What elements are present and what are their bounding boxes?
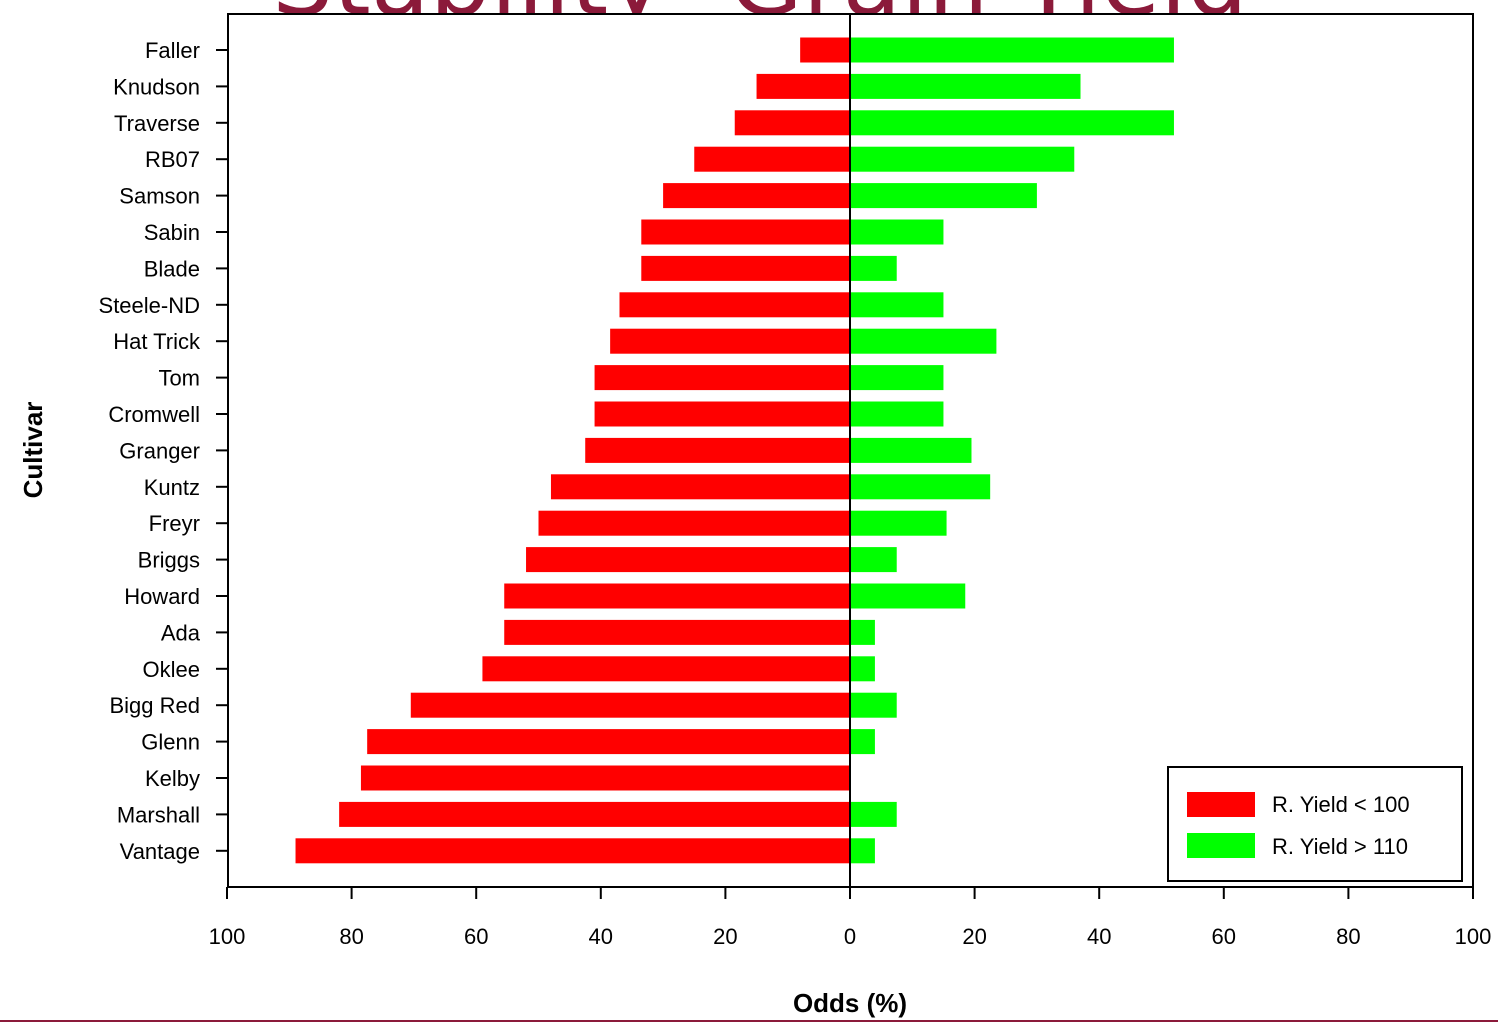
bar-above-110 xyxy=(850,838,875,864)
x-tick-label: 60 xyxy=(464,924,488,949)
bar-below-100 xyxy=(504,583,850,609)
y-tick-label: Kuntz xyxy=(144,475,200,500)
bar-above-110 xyxy=(850,255,897,281)
x-tick-label: 40 xyxy=(1087,924,1111,949)
bar-below-100 xyxy=(641,255,850,281)
x-tick-label: 20 xyxy=(962,924,986,949)
bar-below-100 xyxy=(360,765,850,791)
bar-below-100 xyxy=(339,801,850,827)
bar-below-100 xyxy=(663,183,850,209)
legend-label-below: R. Yield < 100 xyxy=(1272,792,1410,817)
bar-below-100 xyxy=(756,73,850,99)
bar-below-100 xyxy=(734,110,850,136)
y-tick-label: Hat Trick xyxy=(113,329,201,354)
y-tick-label: RB07 xyxy=(145,147,200,172)
bar-below-100 xyxy=(594,401,850,427)
y-axis-title: Cultivar xyxy=(18,402,48,499)
bar-below-100 xyxy=(550,474,850,500)
y-axis-ticks: Faller Knudson Traverse RB07 Samson Sabin Blad… xyxy=(99,38,228,864)
bar-above-110 xyxy=(850,692,897,718)
y-tick-label: Tom xyxy=(158,366,200,391)
y-tick-label: Faller xyxy=(145,38,200,63)
bar-above-110 xyxy=(850,219,944,245)
y-tick-label: Knudson xyxy=(113,74,200,99)
bar-below-100 xyxy=(295,838,850,864)
y-tick-label: Bigg Red xyxy=(109,693,200,718)
x-tick-label: 100 xyxy=(1455,924,1492,949)
bar-below-100 xyxy=(410,692,850,718)
y-tick-label: Cromwell xyxy=(108,402,200,427)
x-tick-label: 80 xyxy=(339,924,363,949)
legend: R. Yield < 100 R. Yield > 110 xyxy=(1167,766,1463,882)
bar-below-100 xyxy=(585,437,850,463)
bar-above-110 xyxy=(850,110,1174,136)
bar-below-100 xyxy=(504,619,850,645)
bar-above-110 xyxy=(850,437,972,463)
bar-above-110 xyxy=(850,401,944,427)
bar-above-110 xyxy=(850,729,875,755)
bar-above-110 xyxy=(850,547,897,573)
y-tick-label: Howard xyxy=(124,584,200,609)
bar-below-100 xyxy=(526,547,850,573)
y-tick-label: Glenn xyxy=(141,730,200,755)
x-tick-label: 40 xyxy=(589,924,613,949)
y-tick-label: Traverse xyxy=(114,111,200,136)
y-tick-label: Blade xyxy=(144,256,200,281)
bar-above-110 xyxy=(850,146,1075,172)
x-tick-label: 60 xyxy=(1212,924,1236,949)
y-tick-label: Vantage xyxy=(120,839,200,864)
x-tick-label: 20 xyxy=(713,924,737,949)
legend-box xyxy=(1167,766,1463,882)
y-tick-label: Sabin xyxy=(144,220,200,245)
bar-above-110 xyxy=(850,801,897,827)
y-tick-label: Oklee xyxy=(143,657,200,682)
bar-above-110 xyxy=(850,474,991,500)
y-tick-label: Granger xyxy=(119,438,200,463)
legend-swatch-below xyxy=(1187,792,1255,817)
bar-above-110 xyxy=(850,73,1081,99)
bar-below-100 xyxy=(619,292,850,318)
y-tick-label: Ada xyxy=(161,620,201,645)
bar-above-110 xyxy=(850,292,944,318)
bar-above-110 xyxy=(850,656,875,682)
bar-below-100 xyxy=(641,219,850,245)
bar-above-110 xyxy=(850,328,997,354)
bar-above-110 xyxy=(850,37,1174,63)
legend-label-above: R. Yield > 110 xyxy=(1272,834,1408,859)
bar-above-110 xyxy=(850,583,966,609)
bar-above-110 xyxy=(850,510,947,536)
x-tick-label: 0 xyxy=(844,924,856,949)
bar-below-100 xyxy=(538,510,850,536)
bar-below-100 xyxy=(594,365,850,391)
bar-above-110 xyxy=(850,619,875,645)
bar-below-100 xyxy=(482,656,850,682)
x-tick-label: 80 xyxy=(1336,924,1360,949)
x-axis-title: Odds (%) xyxy=(793,988,907,1018)
y-tick-label: Kelby xyxy=(145,766,200,791)
y-tick-label: Marshall xyxy=(117,802,200,827)
bar-below-100 xyxy=(694,146,850,172)
y-tick-label: Samson xyxy=(119,184,200,209)
bars-layer xyxy=(295,37,1174,864)
y-tick-label: Steele-ND xyxy=(99,293,200,318)
legend-swatch-above xyxy=(1187,833,1255,858)
bar-below-100 xyxy=(367,729,850,755)
y-tick-label: Freyr xyxy=(149,511,200,536)
x-tick-label: 100 xyxy=(209,924,246,949)
y-tick-label: Briggs xyxy=(138,548,200,573)
bar-above-110 xyxy=(850,365,944,391)
x-axis-ticks: 100 80 60 40 20 0 20 40 60 80 100 xyxy=(209,887,1492,949)
bar-below-100 xyxy=(800,37,850,63)
bar-above-110 xyxy=(850,183,1037,209)
bar-below-100 xyxy=(610,328,850,354)
